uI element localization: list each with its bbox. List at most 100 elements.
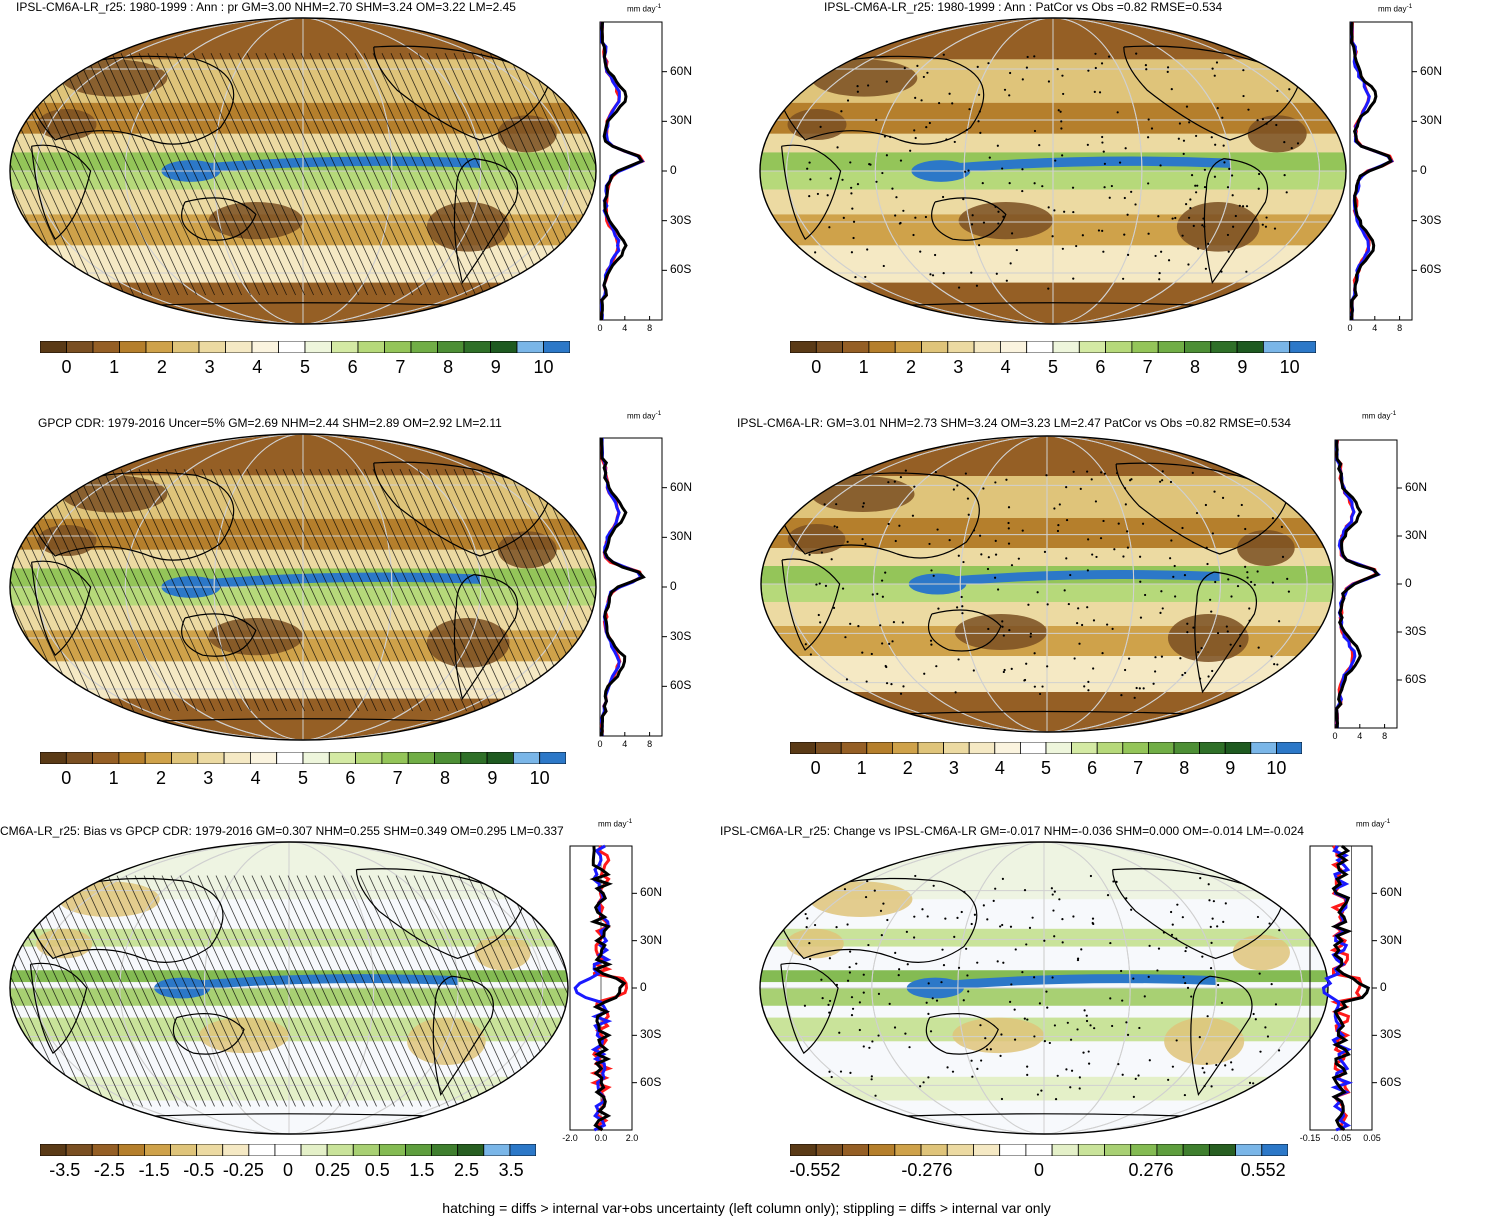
stipple-dot [912,233,915,237]
stipple-dot [824,584,828,587]
stipple-dot [857,625,860,628]
stipple-dot [929,1030,933,1033]
colorbar-swatch [968,742,996,754]
stipple-dot [1138,1026,1141,1030]
lat-tick-label: 30S [1380,1027,1402,1042]
colorbar-swatch [92,341,120,353]
stipple-dot [981,181,984,185]
colorbar-swatch [509,1144,536,1156]
stipple-dot [1056,68,1059,71]
stipple-dot [932,884,935,887]
stipple-dot [1265,216,1268,219]
stipple-dot [1078,1076,1081,1079]
stipple-dot [1258,972,1261,975]
stipple-dot [1137,1074,1140,1077]
colorbar-tick-label: 4 [250,768,261,788]
stipple-dot [1144,593,1147,597]
stipple-dot [1029,632,1032,635]
stipple-dot [1109,997,1112,1000]
hatch-line [210,469,323,712]
stipple-dot [1038,144,1041,147]
stipple-dot [1277,1049,1281,1052]
stipple-dot [820,978,823,981]
colorbar-tick-label: 9 [487,768,498,788]
hatch-line [156,53,269,296]
stipple-dot [914,874,917,878]
colorbar-swatch [117,1144,145,1156]
hatch-line [93,53,206,296]
panel-gpcp-observations: GPCP CDR: 1979-2016 Uncer=5% GM=2.69 NHM… [0,410,740,790]
graticule-lon [873,436,1221,732]
stipple-dot [1065,518,1069,522]
x-tick-label: 4 [1372,323,1378,333]
hatch-line [75,469,188,712]
stipple-dot [1106,894,1110,897]
figure-footnote: hatching = diffs > internal var+obs unce… [442,1200,1051,1216]
stipple-dot [808,553,811,556]
stipple-dot [1167,259,1171,262]
graticule-lon [957,842,1131,1134]
stipple-dot [1057,109,1060,112]
x-tick-label: 4 [622,739,628,749]
colorbar-swatch [302,752,330,764]
stipple-dot [1117,522,1120,525]
stipple-dot [1148,944,1151,947]
stipple-dot [1120,969,1123,973]
colorbar-swatch [842,341,870,353]
stipple-dot [1185,203,1188,206]
stipple-dot [1010,564,1014,567]
hatch-line [170,875,278,1107]
stipple-dot [1197,247,1200,250]
stipple-dot [898,524,901,527]
stipple-dot [1220,1001,1224,1004]
stipple-dot [846,923,849,926]
stipple-dot [1094,66,1097,70]
colorbar-tick-label: 5 [299,357,311,377]
x-tick-label: 0 [1332,731,1338,741]
stipple-dot [1177,137,1180,140]
stipple-dot [960,910,963,914]
colorbar-tick-label: 3 [948,758,959,778]
stipple-dot [1226,630,1229,633]
stipple-dot [1154,670,1157,673]
stipple-dot [942,964,946,967]
stipple-dot [886,918,889,922]
stipple-dot [1170,933,1174,936]
stipple-dot [913,936,916,939]
stipple-dot [1061,74,1064,77]
stipple-dot [1047,287,1050,290]
stipple-dot [1182,152,1185,156]
stipple-dot [1186,622,1189,625]
hatch-line [372,469,485,712]
hatch-line [381,469,494,712]
hatch-line [93,469,206,712]
panel-title: GPCP CDR: 1979-2016 Uncer=5% GM=2.69 NHM… [38,416,502,430]
stipple-dot [1106,623,1109,626]
continent-outline [925,1013,999,1055]
stipple-dot [1005,478,1008,481]
stipple-dot [1161,470,1164,473]
colorbar-tick-label: -3.5 [49,1160,81,1180]
colorbar-swatch [248,1144,276,1156]
stipple-dot [1147,182,1150,185]
stipple-dot [1213,175,1217,178]
stipple-dot [1089,1024,1092,1027]
hatch-line [282,53,395,296]
hatch-line [264,469,377,712]
continent-outline [453,574,519,701]
stipple-dot [924,215,928,219]
stipple-dot [956,606,959,609]
stipple-dot [828,999,832,1003]
stipple-dot [1244,527,1247,531]
stipple-dot [1271,581,1274,584]
stipple-dot [893,1026,897,1029]
stipple-dot [1013,1038,1017,1041]
stipple-dot [1257,646,1260,649]
stipple-dot [868,1046,871,1049]
stipple-dot [942,272,945,275]
stipple-dot [877,1034,880,1037]
stipple-dot [930,643,933,646]
stipple-dot [899,159,903,162]
continent-outline [31,560,92,657]
panel-title: IPSL-CM6A-LR_r25: Change vs IPSL-CM6A-LR… [720,824,1304,838]
